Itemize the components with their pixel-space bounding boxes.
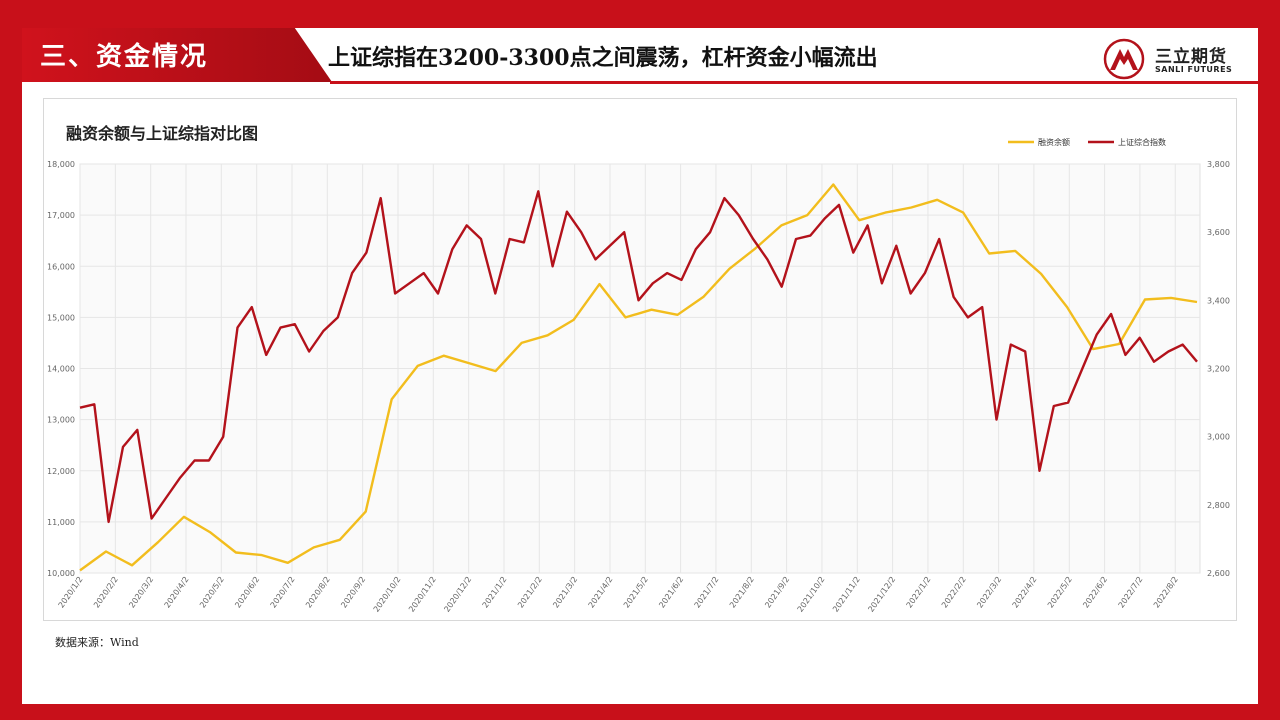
x-tick-label: 2021/7/2 xyxy=(693,575,721,610)
left-tick-label: 15,000 xyxy=(47,313,75,322)
data-source-note: 数据来源：Wind xyxy=(55,636,139,649)
right-tick-label: 3,600 xyxy=(1207,228,1230,237)
x-tick-label: 2022/6/2 xyxy=(1081,575,1109,610)
chart-series xyxy=(79,183,1198,572)
legend-label: 上证综合指数 xyxy=(1118,137,1166,147)
x-tick-label: 2020/12/2 xyxy=(442,575,473,614)
left-axis-ticks: 10,000 11,000 12,000 13,000 14,000 15,000 16,0… xyxy=(47,160,75,578)
section-tab xyxy=(22,28,332,82)
legend-label: 融资余额 xyxy=(1038,137,1070,147)
left-tick-label: 13,000 xyxy=(47,416,75,425)
logo-name-en: SANLI FUTURES xyxy=(1155,65,1233,74)
left-tick-label: 16,000 xyxy=(47,262,75,271)
x-tick-label: 2021/8/2 xyxy=(728,575,756,610)
left-tick-label: 12,000 xyxy=(47,467,75,476)
x-tick-label: 2021/5/2 xyxy=(622,575,650,610)
x-tick-label: 2021/6/2 xyxy=(657,575,685,610)
series-line-sse-index xyxy=(79,190,1198,524)
x-tick-label: 2022/3/2 xyxy=(975,575,1003,610)
x-tick-label: 2020/9/2 xyxy=(339,575,367,610)
left-tick-label: 10,000 xyxy=(47,569,75,578)
x-tick-label: 2020/11/2 xyxy=(407,575,438,614)
right-tick-label: 2,800 xyxy=(1207,501,1230,510)
x-tick-label: 2020/3/2 xyxy=(127,575,155,610)
x-tick-label: 2021/1/2 xyxy=(481,575,509,610)
x-tick-label: 2020/2/2 xyxy=(92,575,120,610)
right-tick-label: 2,600 xyxy=(1207,569,1230,578)
right-tick-label: 3,400 xyxy=(1207,296,1230,305)
x-tick-label: 2021/11/2 xyxy=(831,575,862,614)
x-tick-label: 2020/7/2 xyxy=(269,575,297,610)
x-tick-label: 2020/5/2 xyxy=(198,575,226,610)
right-axis-ticks: 2,600 2,800 3,000 3,200 3,400 3,600 3,800 xyxy=(1207,160,1230,578)
left-tick-label: 14,000 xyxy=(47,365,75,374)
x-tick-label: 2020/4/2 xyxy=(163,575,191,610)
x-tick-label: 2020/1/2 xyxy=(57,575,85,610)
x-tick-label: 2021/9/2 xyxy=(763,575,791,610)
x-tick-label: 2020/10/2 xyxy=(372,575,403,614)
x-tick-label: 2021/12/2 xyxy=(866,575,897,614)
x-tick-label: 2022/8/2 xyxy=(1152,575,1180,610)
x-axis-ticks: 2020/1/2 2020/2/2 2020/3/2 2020/4/2 2020/5/2… xyxy=(57,575,1180,614)
series-line-margin-balance xyxy=(79,183,1198,572)
x-tick-label: 2021/10/2 xyxy=(796,575,827,614)
x-tick-label: 2020/8/2 xyxy=(304,575,332,610)
chart-title: 融资余额与上证综指对比图 xyxy=(66,124,259,143)
left-tick-label: 17,000 xyxy=(47,211,75,220)
right-tick-label: 3,200 xyxy=(1207,365,1230,374)
chart-legend: 融资余额 上证综合指数 xyxy=(1008,137,1166,147)
x-tick-label: 2022/4/2 xyxy=(1011,575,1039,610)
sanli-logo-icon xyxy=(1103,38,1145,80)
slide-headline: 上证综指在3200-3300点之间震荡，杠杆资金小幅流出 xyxy=(328,45,878,71)
x-tick-label: 2020/6/2 xyxy=(233,575,261,610)
x-tick-label: 2022/1/2 xyxy=(905,575,933,610)
x-tick-label: 2021/4/2 xyxy=(587,575,615,610)
x-tick-label: 2021/3/2 xyxy=(551,575,579,610)
right-tick-label: 3,000 xyxy=(1207,433,1230,442)
x-tick-label: 2021/2/2 xyxy=(516,575,544,610)
header-divider xyxy=(330,81,1258,84)
right-tick-label: 3,800 xyxy=(1207,160,1230,169)
x-tick-label: 2022/7/2 xyxy=(1117,575,1145,610)
x-tick-label: 2022/5/2 xyxy=(1046,575,1074,610)
x-tick-label: 2022/2/2 xyxy=(940,575,968,610)
left-tick-label: 11,000 xyxy=(47,518,75,527)
left-tick-label: 18,000 xyxy=(47,160,75,169)
section-title: 三、资金情况 xyxy=(40,42,209,72)
chart-grid xyxy=(79,163,1201,574)
logo-name-cn: 三立期货 xyxy=(1155,47,1227,67)
